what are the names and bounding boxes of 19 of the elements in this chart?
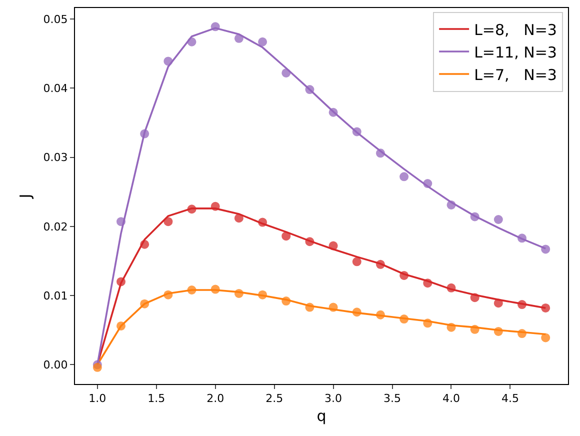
legend-label: L=8, N=3 <box>474 20 557 39</box>
y-tick-label: 0.00 <box>43 358 68 372</box>
x-tick-label: 1.0 <box>88 392 106 406</box>
x-tick-label: 3.0 <box>324 392 342 406</box>
y-tick-label: 0.01 <box>43 289 68 302</box>
legend-label: L=11, N=3 <box>474 43 557 62</box>
x-tick-label: 1.5 <box>148 392 166 406</box>
x-tick-label: 3.5 <box>384 392 402 406</box>
y-axis-title: J <box>16 194 35 200</box>
y-tick-label: 0.05 <box>43 12 68 26</box>
x-axis-title: q <box>316 407 326 426</box>
y-tick-label: 0.04 <box>43 82 68 96</box>
x-tick-label: 4.0 <box>442 392 460 406</box>
x-tick-label: 2.0 <box>206 392 224 406</box>
y-tick-label: 0.02 <box>43 220 68 234</box>
y-tick-label: 0.03 <box>43 151 68 164</box>
x-tick-label: 4.5 <box>501 392 519 406</box>
legend-label: L=7, N=3 <box>474 66 557 84</box>
x-tick-label: 2.5 <box>266 392 284 406</box>
